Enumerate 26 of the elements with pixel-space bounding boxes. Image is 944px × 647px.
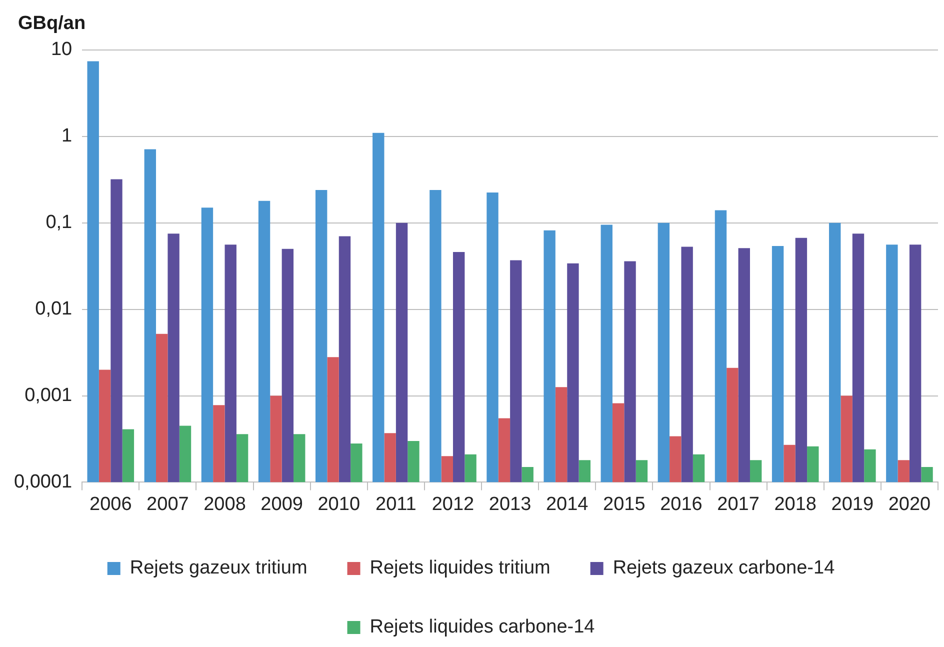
y-tick-label: 1 [62,126,72,147]
legend-label: Rejets liquides tritium [370,558,550,579]
y-tick-label: 0,1 [46,212,72,234]
x-tick-label: 2008 [204,494,246,515]
legend-label: Rejets liquides carbone-14 [370,616,596,638]
x-tick-label: 2014 [546,494,589,515]
x-tick-label: 2010 [318,494,360,515]
x-tick-label: 2015 [603,494,646,515]
y-tick-label: 0,01 [35,298,72,320]
x-tick-label: 2019 [831,494,874,515]
x-tick-label: 2009 [260,494,303,515]
x-tick-label: 2012 [432,494,474,515]
x-tick-label: 2020 [888,494,931,515]
x-tick-label: 2013 [488,494,532,515]
legend-label: Rejets gazeux tritium [130,558,308,579]
x-tick-label: 2018 [774,494,816,515]
x-tick-label: 2011 [376,494,416,515]
y-axis-title: GBq/an [18,13,86,34]
x-tick-label: 2017 [717,494,760,515]
x-tick-label: 2016 [660,494,702,515]
legend-label: Rejets gazeux carbone-14 [612,558,836,579]
y-tick-label: 0,0001 [14,471,72,492]
y-tick-label: 0,001 [24,384,72,406]
x-tick-label: 2006 [90,494,132,515]
y-tick-label: 10 [50,39,72,60]
x-tick-label: 2007 [146,494,189,515]
